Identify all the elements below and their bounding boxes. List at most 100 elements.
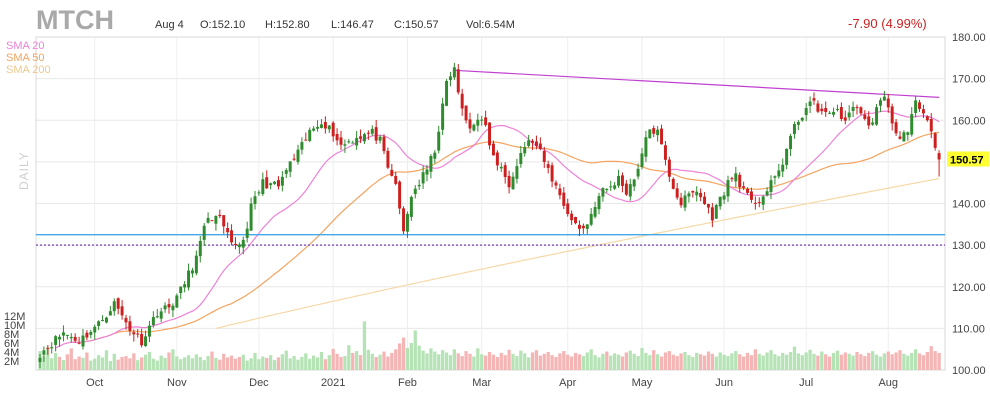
volume-bar — [679, 353, 683, 370]
candle-body — [69, 336, 73, 339]
volume-bar — [390, 352, 394, 370]
candle-body — [214, 216, 218, 224]
volume-bar — [425, 353, 429, 370]
volume-bar — [480, 354, 484, 370]
candle-body — [843, 117, 847, 121]
candle-body — [292, 158, 296, 160]
resistance-trendline — [454, 69, 940, 98]
candle-body — [753, 202, 757, 204]
candle-body — [859, 107, 863, 114]
volume-bar — [738, 354, 742, 370]
volume-bar — [417, 345, 421, 370]
candle-body — [421, 172, 425, 184]
volume-bar — [820, 351, 824, 370]
candle-body — [42, 350, 46, 355]
ticker-symbol: MTCH — [36, 5, 114, 35]
candlesticks — [38, 62, 941, 369]
volume-bar — [128, 358, 132, 370]
candle-body — [284, 170, 288, 174]
candle-body — [921, 109, 925, 114]
volume-bar — [644, 352, 648, 370]
volume-bar — [827, 356, 832, 370]
volume-bar — [229, 355, 234, 370]
candle-body — [550, 165, 554, 182]
candle-body — [746, 188, 750, 193]
candle-body — [81, 335, 85, 347]
volume-bar — [437, 354, 441, 370]
candle-body — [304, 139, 308, 141]
candle-body — [828, 112, 832, 114]
candle-body — [742, 186, 746, 188]
candle-body — [362, 134, 366, 142]
volume-tick-label: 12M — [4, 311, 25, 323]
candle-body — [601, 188, 605, 197]
y-tick-label: 170.00 — [952, 74, 986, 86]
volume-bar — [89, 360, 93, 370]
candle-body — [554, 182, 558, 186]
volume-bar — [163, 357, 167, 370]
x-tick-label: Apr — [559, 377, 576, 389]
candle-body — [781, 164, 785, 172]
candle-body — [61, 332, 65, 336]
candle-body — [97, 321, 101, 326]
volume-bar — [358, 355, 363, 370]
candle-body — [667, 159, 671, 177]
candle-body — [679, 197, 683, 206]
volume-bar — [190, 358, 195, 370]
candle-body — [730, 178, 734, 180]
candle-body — [789, 135, 793, 150]
volume-bar — [741, 356, 746, 370]
volume-bar — [593, 355, 597, 370]
volume-bar — [382, 351, 386, 370]
candle-body — [190, 270, 194, 274]
candle-body — [308, 129, 312, 141]
volume-bar — [468, 353, 472, 370]
candle-body — [726, 180, 730, 197]
volume-bar — [132, 353, 136, 370]
candle-body — [562, 192, 566, 206]
volume-bar — [261, 356, 265, 370]
volume-bar — [206, 356, 210, 370]
x-tick-label: May — [632, 377, 653, 389]
candle-body — [46, 347, 50, 349]
candle-body — [296, 149, 300, 162]
volume-bar — [108, 361, 113, 370]
candle-body — [245, 228, 249, 238]
volume-bar — [734, 351, 738, 370]
volume-bar — [245, 360, 249, 370]
volume-bar — [429, 348, 433, 370]
volume-bar — [937, 352, 941, 370]
x-tick-label: Feb — [398, 377, 417, 389]
volume-bar — [835, 350, 840, 370]
volume-bar — [601, 353, 605, 370]
volume-bar — [800, 355, 804, 370]
volume-bar — [386, 356, 390, 370]
volume-bar — [511, 353, 515, 370]
candle-body — [519, 153, 523, 165]
volume-bar — [597, 357, 601, 370]
volume-bar — [831, 352, 836, 370]
candle-body — [933, 133, 937, 148]
volume-bar — [147, 352, 152, 370]
volume-bar — [253, 352, 257, 370]
quote-date: Aug 4 — [155, 19, 184, 31]
volume-bar — [675, 356, 679, 370]
volume-bar — [714, 356, 718, 370]
volume-bar — [761, 355, 765, 370]
candle-body — [800, 117, 804, 121]
candle-body — [202, 225, 206, 240]
volume-bar — [530, 352, 535, 370]
volume-bar — [202, 360, 206, 370]
volume-bar — [339, 356, 343, 370]
volume-bar — [366, 349, 371, 370]
candle-body — [507, 175, 511, 188]
candle-body — [499, 166, 503, 169]
volume-bar — [687, 355, 691, 370]
candle-body — [847, 112, 851, 118]
candle-body — [89, 331, 93, 335]
volume-bar — [804, 352, 808, 370]
volume-bar — [331, 348, 335, 370]
volume-bar — [624, 352, 629, 370]
candle-body — [574, 217, 578, 224]
volume-bar — [81, 357, 85, 370]
